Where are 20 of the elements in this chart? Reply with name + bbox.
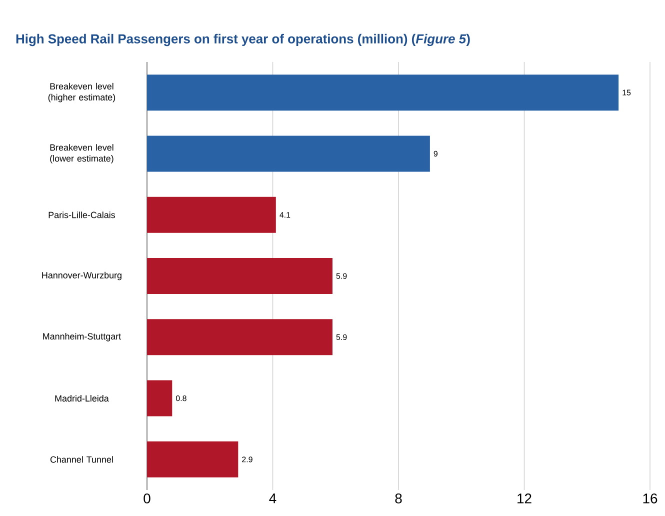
chart-title: High Speed Rail Passengers on first year of operations (million) (Figure 5)	[16, 34, 470, 46]
bar	[147, 319, 332, 356]
bar	[147, 258, 332, 294]
y-tick-label: Breakeven level (lower estimate)	[50, 144, 114, 164]
x-tick-label: 8	[395, 494, 402, 504]
bar	[147, 136, 430, 172]
y-tick-label: Madrid-Lleida	[55, 394, 109, 402]
y-tick-label: Channel Tunnel	[50, 456, 113, 463]
x-tick-label: 12	[518, 494, 532, 504]
bar	[147, 196, 276, 233]
bar	[147, 74, 619, 111]
x-tick-label: 4	[269, 494, 276, 504]
x-tick-label: 16	[643, 494, 658, 504]
y-tick-label: Mannheim-Stuttgart	[43, 332, 122, 342]
bar	[147, 380, 172, 416]
y-tick-label: Paris-Lille-Calais	[48, 212, 116, 218]
bar	[147, 441, 238, 478]
x-tick-label: 0	[144, 494, 150, 504]
y-tick-label: Breakeven level (higher estimate)	[48, 82, 116, 102]
y-tick-label: Hannover-Wurzburg	[42, 272, 122, 280]
